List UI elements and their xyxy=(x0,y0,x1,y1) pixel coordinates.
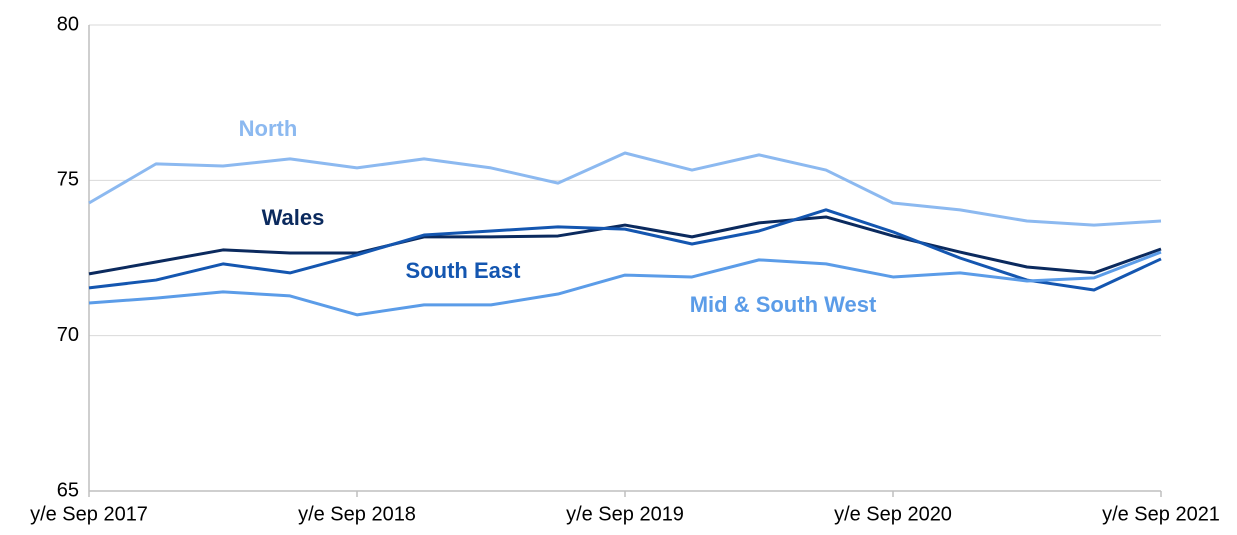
series-line xyxy=(88,208,1162,292)
series-line xyxy=(88,215,1162,276)
series-line xyxy=(88,250,1162,317)
y-tick-label: 70 xyxy=(57,324,79,346)
x-tick-label: y/e Sep 2017 xyxy=(30,503,148,525)
series-label: Wales xyxy=(262,205,325,230)
x-tick-label: y/e Sep 2020 xyxy=(834,503,952,525)
x-tick-label: y/e Sep 2021 xyxy=(1102,503,1220,525)
x-tick-label: y/e Sep 2018 xyxy=(298,503,416,525)
x-tick-label: y/e Sep 2019 xyxy=(566,503,684,525)
series-label: Mid & South West xyxy=(690,292,877,317)
series-label: North xyxy=(239,116,298,141)
y-tick-label: 80 xyxy=(57,13,79,35)
series-label: South East xyxy=(406,258,522,283)
y-tick-label: 65 xyxy=(57,479,79,501)
series-line xyxy=(88,151,1162,227)
y-tick-label: 75 xyxy=(57,169,79,191)
